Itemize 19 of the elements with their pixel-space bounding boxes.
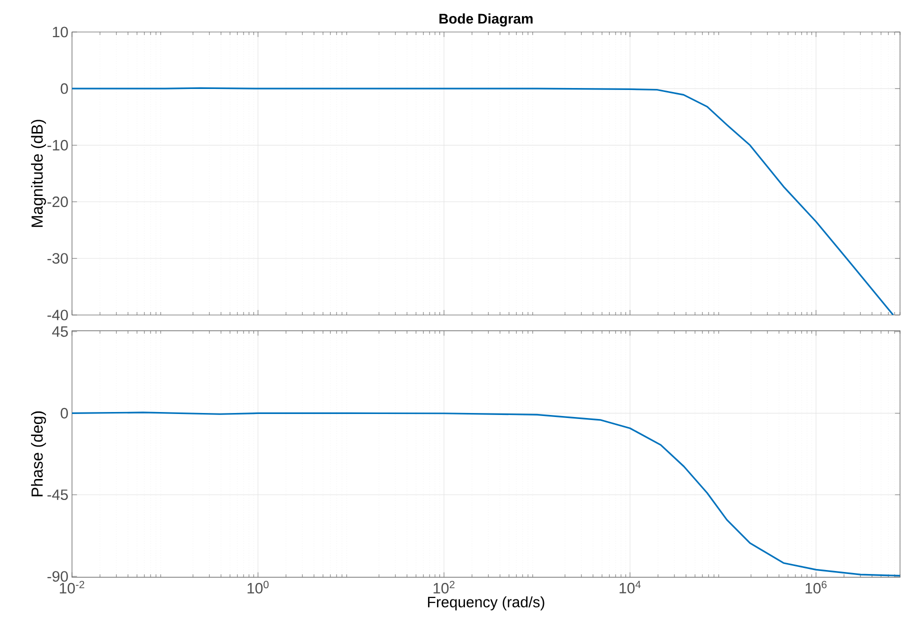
y-tick-label: -20 xyxy=(47,196,68,208)
y-tick-label: 10 xyxy=(52,26,68,38)
x-tick-label: 10$^{4}$ xyxy=(620,580,641,594)
y-tick-label: -40 xyxy=(47,310,68,320)
y-tick-label: -30 xyxy=(47,253,68,264)
x-tick-label: 10$^{-2}$ xyxy=(60,580,84,594)
y-tick-label: 0 xyxy=(60,83,68,94)
y-tick-label: 45 xyxy=(52,326,68,337)
y-tick-label: -90 xyxy=(47,571,68,582)
y-axis-title: Phase (deg) xyxy=(31,411,46,496)
x-tick-label: 10$^{0}$ xyxy=(248,580,269,594)
x-tick-label: 10$^{6}$ xyxy=(806,580,827,594)
y-tick-label: -45 xyxy=(47,490,68,500)
x-axis-title: Frequency (rad/s) xyxy=(428,596,544,610)
chart-title: Bode Diagram xyxy=(439,13,533,27)
y-axis-title: Magnitude (dB) xyxy=(31,120,46,227)
y-tick-label: -10 xyxy=(47,140,68,151)
x-tick-label: 10$^{2}$ xyxy=(434,580,454,594)
y-tick-label: 0 xyxy=(60,408,68,419)
